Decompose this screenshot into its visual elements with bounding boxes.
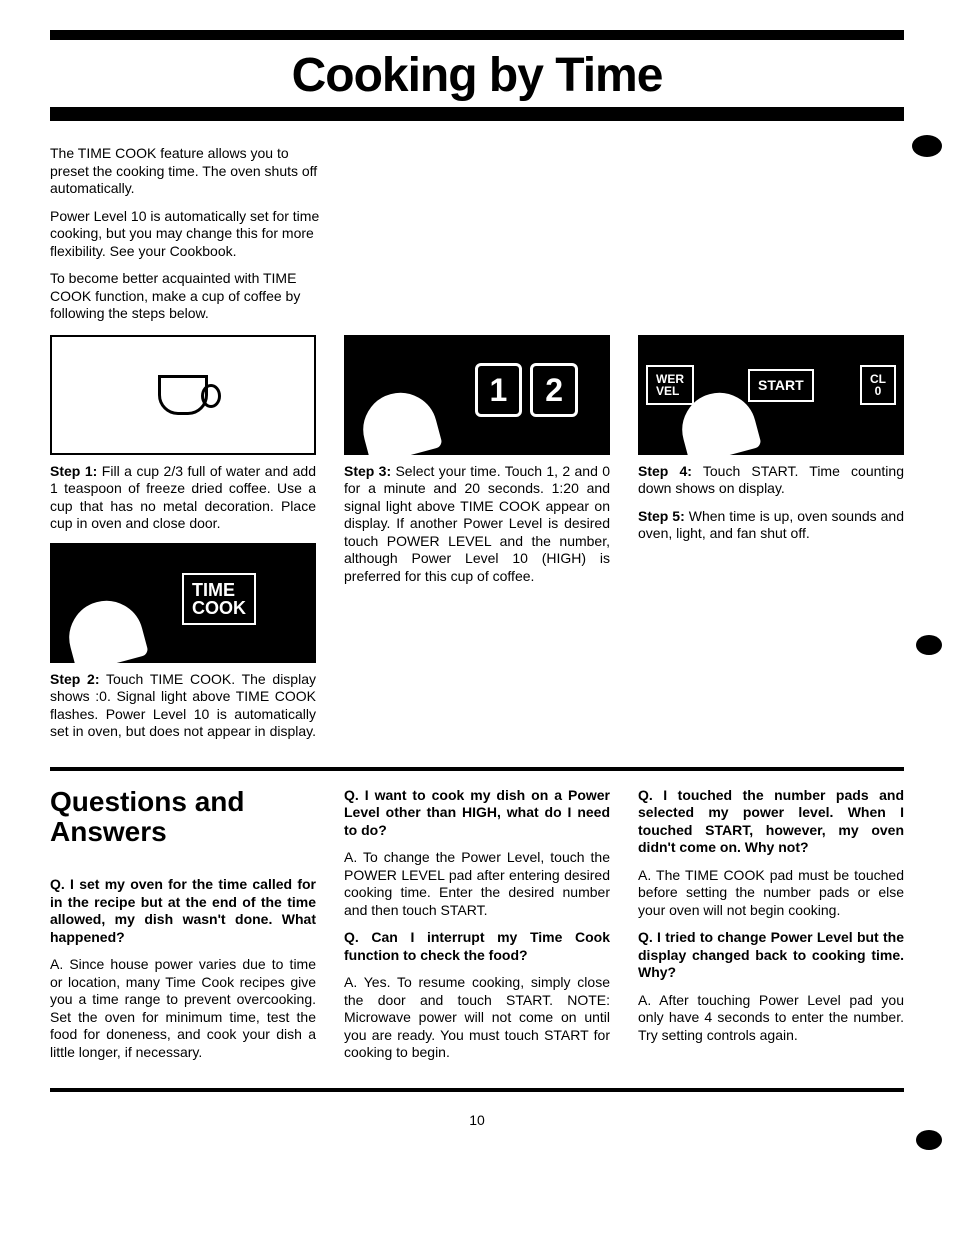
binder-mark-icon: [912, 135, 942, 157]
time-cook-button-icon: TIME COOK: [182, 573, 256, 625]
step2-text: Step 2: Touch TIME COOK. The display sho…: [50, 671, 316, 741]
page-title: Cooking by Time: [50, 48, 904, 103]
step5-label: Step 5:: [638, 508, 685, 524]
intro-paragraph: Power Level 10 is automatically set for …: [50, 208, 320, 261]
page-number: 10: [50, 1112, 904, 1128]
step5-text: Step 5: When time is up, oven sounds and…: [638, 508, 904, 543]
rule-under-title: [50, 107, 904, 121]
start-button-icon: START: [748, 369, 814, 403]
step1-illustration: [50, 335, 316, 455]
rule-top: [50, 30, 904, 40]
column-3: WER VEL START CL 0 Step 4: Touch START. …: [638, 335, 904, 751]
keypad-1-icon: 1: [475, 363, 523, 417]
keypad-2-icon: 2: [530, 363, 578, 417]
step1-label: Step 1:: [50, 463, 97, 479]
step3-body: Select your time. Touch 1, 2 and 0 for a…: [344, 463, 610, 584]
qa-heading: Questions and Answers: [50, 787, 316, 849]
steps-columns: Step 1: Fill a cup 2/3 full of water and…: [50, 335, 904, 751]
step3-label: Step 3:: [344, 463, 391, 479]
qa-q2: Q. I want to cook my dish on a Power Lev…: [344, 787, 610, 840]
step4-text: Step 4: Touch START. Time counting down …: [638, 463, 904, 498]
qa-columns: Questions and Answers Q. I set my oven f…: [50, 787, 904, 1072]
step3-text: Step 3: Select your time. Touch 1, 2 and…: [344, 463, 610, 586]
qa-a5: A. After touching Power Level pad you on…: [638, 992, 904, 1045]
qa-q4: Q. I touched the number pads and selecte…: [638, 787, 904, 857]
qa-a1: A. Since house power varies due to time …: [50, 956, 316, 1061]
hand-icon: [57, 588, 152, 662]
step2-label: Step 2:: [50, 671, 100, 687]
step2-illustration: TIME COOK: [50, 543, 316, 663]
step4-illustration: WER VEL START CL 0: [638, 335, 904, 455]
qa-q3: Q. Can I interrupt my Time Cook function…: [344, 929, 610, 964]
clear-button-icon: CL 0: [860, 365, 896, 405]
step3-illustration: 1 2: [344, 335, 610, 455]
intro-paragraph: To become better acquainted with TIME CO…: [50, 270, 320, 323]
qa-q1: Q. I set my oven for the time called for…: [50, 876, 316, 946]
qa-column-1: Questions and Answers Q. I set my oven f…: [50, 787, 316, 1072]
step4-label: Step 4:: [638, 463, 692, 479]
binder-mark-icon: [916, 635, 942, 655]
qa-a2: A. To change the Power Level, touch the …: [344, 849, 610, 919]
column-1: Step 1: Fill a cup 2/3 full of water and…: [50, 335, 316, 751]
intro-block: The TIME COOK feature allows you to pres…: [50, 145, 320, 323]
qa-column-2: Q. I want to cook my dish on a Power Lev…: [344, 787, 610, 1072]
power-level-button-icon: WER VEL: [646, 365, 694, 405]
rule-bottom: [50, 1088, 904, 1092]
intro-paragraph: The TIME COOK feature allows you to pres…: [50, 145, 320, 198]
qa-a4: A. The TIME COOK pad must be touched bef…: [638, 867, 904, 920]
qa-a3: A. Yes. To resume cooking, simply close …: [344, 974, 610, 1062]
rule-mid: [50, 767, 904, 771]
step1-text: Step 1: Fill a cup 2/3 full of water and…: [50, 463, 316, 533]
qa-q5: Q. I tried to change Power Level but the…: [638, 929, 904, 982]
hand-icon: [351, 380, 446, 454]
binder-mark-icon: [916, 1130, 942, 1150]
column-2: 1 2 Step 3: Select your time. Touch 1, 2…: [344, 335, 610, 751]
qa-column-3: Q. I touched the number pads and selecte…: [638, 787, 904, 1072]
coffee-cup-icon: [158, 375, 208, 415]
